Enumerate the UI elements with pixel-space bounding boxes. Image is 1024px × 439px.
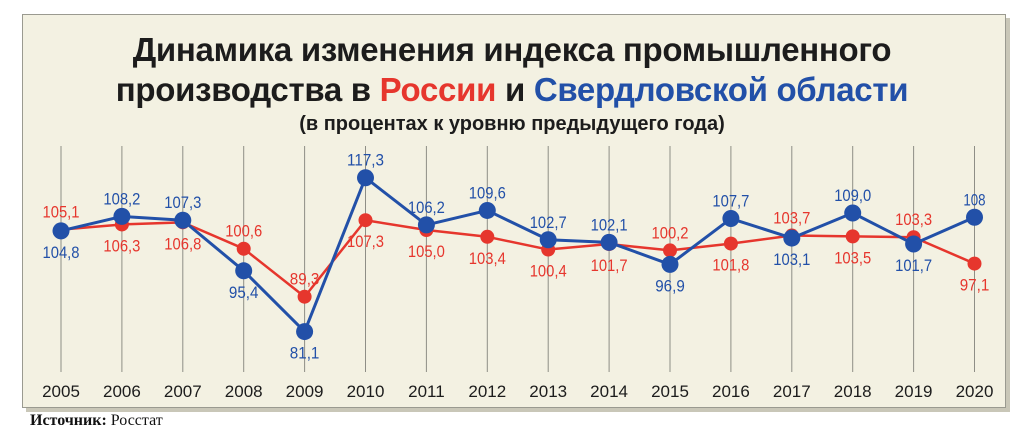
title-russia: России: [379, 71, 497, 108]
data-label-russia-2008: 100,6: [225, 222, 262, 241]
data-point-sverdlovsk-2009: [296, 323, 314, 341]
data-label-sverdlovsk-2016: 107,7: [712, 192, 749, 211]
data-point-russia-2009: [297, 289, 312, 304]
x-tick-2010: 2010: [347, 382, 385, 401]
data-label-sverdlovsk-2017: 103,1: [773, 250, 810, 269]
data-point-russia-2015: [663, 243, 677, 258]
data-label-russia-2012: 103,4: [469, 249, 506, 268]
x-tick-2019: 2019: [895, 382, 933, 401]
x-tick-2013: 2013: [529, 382, 567, 401]
x-tick-2009: 2009: [286, 382, 324, 401]
data-point-russia-2016: [723, 236, 738, 251]
data-label-russia-2010: 107,3: [347, 232, 384, 251]
title-and: и: [504, 71, 525, 108]
x-tick-2018: 2018: [834, 382, 872, 401]
data-label-russia-2017: 103,7: [773, 209, 810, 228]
data-label-sverdlovsk-2014: 102,1: [591, 215, 628, 234]
chart-subtitle: (в процентах к уровню предыдущего года): [299, 113, 725, 135]
data-point-sverdlovsk-2006: [113, 207, 131, 225]
data-label-russia-2019: 103,3: [895, 210, 932, 229]
x-tick-2008: 2008: [225, 382, 263, 401]
data-label-sverdlovsk-2019: 101,7: [895, 256, 932, 275]
data-label-russia-2016: 101,8: [712, 256, 749, 275]
data-label-sverdlovsk-2011: 106,2: [408, 198, 445, 217]
x-tick-2014: 2014: [590, 382, 628, 401]
data-label-russia-2006: 106,3: [103, 236, 140, 255]
title-prefix: производства в: [115, 71, 371, 108]
data-point-sverdlovsk-2010: [357, 169, 374, 187]
source-value: Росстат: [110, 412, 163, 429]
data-point-sverdlovsk-2018: [844, 204, 862, 222]
data-point-sverdlovsk-2011: [417, 216, 435, 234]
data-point-russia-2020: [967, 256, 982, 271]
data-label-sverdlovsk-2020: 108: [963, 190, 985, 209]
data-point-russia-2018: [845, 229, 860, 244]
data-label-russia-2018: 103,5: [834, 248, 871, 267]
data-label-sverdlovsk-2005: 104,8: [43, 243, 80, 262]
x-tick-2007: 2007: [164, 382, 202, 401]
data-point-sverdlovsk-2020: [966, 208, 983, 226]
x-tick-2020: 2020: [956, 382, 994, 401]
data-point-sverdlovsk-2012: [478, 201, 496, 219]
data-label-sverdlovsk-2018: 109,0: [834, 186, 871, 205]
title-region: Свердловской области: [533, 71, 909, 108]
data-label-sverdlovsk-2007: 107,3: [164, 193, 201, 212]
data-label-russia-2013: 100,4: [530, 262, 567, 281]
data-point-sverdlovsk-2015: [661, 255, 679, 273]
data-point-sverdlovsk-2017: [783, 229, 801, 247]
data-point-russia-2012: [480, 229, 495, 244]
data-point-sverdlovsk-2019: [905, 235, 923, 253]
source-label: Источник:: [30, 412, 107, 429]
data-label-russia-2005: 105,1: [43, 203, 80, 222]
x-tick-2016: 2016: [712, 382, 750, 401]
data-point-sverdlovsk-2014: [600, 233, 618, 251]
data-label-russia-2020: 97,1: [960, 276, 990, 295]
x-tick-2005: 2005: [42, 382, 80, 401]
x-tick-2017: 2017: [773, 382, 811, 401]
x-tick-2006: 2006: [103, 382, 141, 401]
data-point-sverdlovsk-2007: [174, 211, 192, 229]
data-point-russia-2008: [236, 241, 251, 256]
x-tick-2015: 2015: [651, 382, 689, 401]
data-label-sverdlovsk-2012: 109,6: [469, 183, 506, 202]
chart-frame: [22, 14, 1006, 408]
data-label-russia-2014: 101,7: [591, 256, 628, 275]
x-tick-2011: 2011: [408, 382, 445, 401]
data-label-russia-2011: 105,0: [408, 242, 445, 261]
data-point-sverdlovsk-2013: [539, 231, 557, 249]
data-label-sverdlovsk-2013: 102,7: [530, 213, 567, 232]
data-label-russia-2009: 89,3: [290, 270, 320, 289]
series-line-sverdlovsk: [60, 176, 976, 334]
data-label-sverdlovsk-2006: 108,2: [103, 189, 140, 208]
data-point-sverdlovsk-2005: [52, 222, 70, 240]
title-line-1: Динамика изменения индекса промышленного: [132, 31, 892, 68]
data-point-sverdlovsk-2008: [235, 262, 253, 280]
data-point-sverdlovsk-2016: [722, 210, 740, 228]
data-label-sverdlovsk-2010: 117,3: [347, 151, 384, 170]
data-label-sverdlovsk-2015: 96,9: [655, 276, 685, 295]
title-line-2: производства в России и Свердловской обл…: [0, 70, 1024, 110]
chart-title: Динамика изменения индекса промышленного…: [0, 30, 1024, 110]
series-line-russia: [60, 218, 975, 298]
data-label-sverdlovsk-2008: 95,4: [229, 283, 259, 302]
data-label-russia-2015: 100,2: [652, 223, 689, 242]
data-label-russia-2007: 106,8: [164, 234, 201, 253]
x-tick-2012: 2012: [468, 382, 506, 401]
data-label-sverdlovsk-2009: 81,1: [290, 344, 320, 363]
source-note: Источник: Росстат: [30, 412, 163, 430]
data-point-russia-2010: [358, 213, 373, 228]
